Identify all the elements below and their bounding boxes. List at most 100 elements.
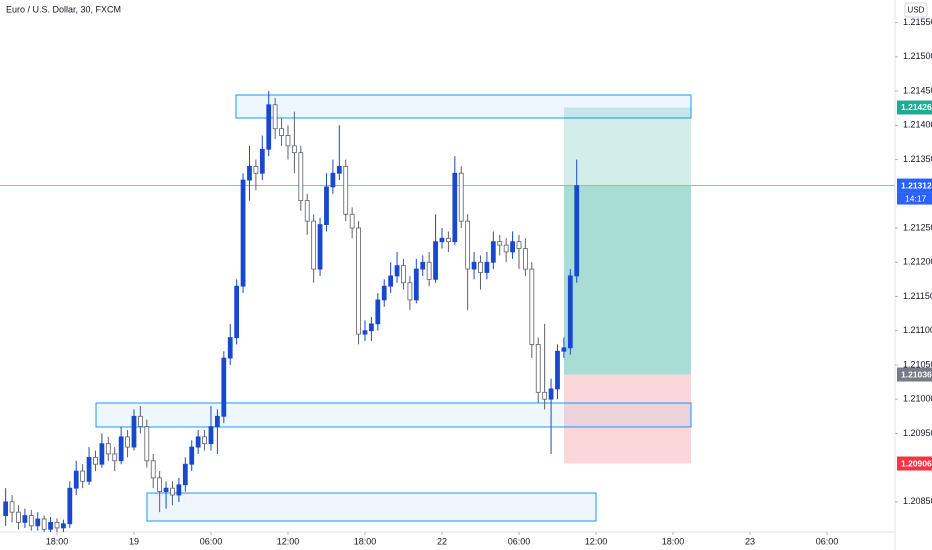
countdown-box [897,192,932,205]
candle-body [567,275,573,349]
candle-body [202,436,207,445]
demand-zone [146,492,597,522]
x-tick-label: 18:00 [46,536,69,546]
supply-zone [235,94,692,119]
currency-label[interactable]: USD [908,6,925,15]
candle-body [131,415,137,448]
candle-body [138,415,143,427]
x-tick-label: 18:00 [354,536,377,546]
y-tick-label: 1.21250 [903,222,932,232]
candle-body [349,213,355,229]
candle-body [41,518,47,530]
x-tick-label: 22 [437,536,447,546]
candle-body [413,268,419,301]
y-tick-label: 1.20950 [903,428,932,438]
candle-body [157,477,163,493]
candle-body [54,522,60,529]
candle-body [311,220,317,270]
y-tick-label: 1.21450 [903,85,932,95]
candle-body [170,487,175,496]
y-tick-label: 1.20850 [903,496,932,506]
candle-body [176,484,182,496]
entry-label: 1.21036 [901,369,932,379]
candle-body [420,261,426,270]
x-tick-label: 12:00 [585,536,608,546]
demand-zone [95,402,692,428]
candle-body [80,470,86,482]
candle-body [465,220,471,270]
candle-body [67,487,73,525]
candle-body [529,268,535,345]
x-tick-label: 19 [129,536,139,546]
candle-body [285,135,291,147]
candle-body [182,463,188,486]
zones [564,107,691,464]
candle-body [195,436,201,448]
y-tick-label: 1.21050 [903,359,932,369]
x-tick-label: 06:00 [508,536,531,546]
candle-body [510,241,515,253]
x-tick-label: 06:00 [200,536,223,546]
candle-body [118,436,124,462]
candle-body [221,357,227,417]
candle-body [73,470,79,489]
candle-body [298,152,304,202]
candle-body [471,261,477,270]
candle-body [503,244,509,253]
y-tick-label: 1.21200 [903,257,932,267]
candle-body [433,241,438,280]
candle-body [516,241,522,249]
candle-body [234,285,240,338]
countdown-label: 14:17 [905,193,927,203]
candle-body [86,456,92,482]
candle-body [490,241,496,263]
candle-body [259,148,265,174]
open-profit-zone [564,185,691,375]
target-label: 1.21426 [901,102,932,112]
candle-body [292,145,297,154]
candle-body [336,165,342,174]
entry-marker [897,367,932,382]
target-marker [897,100,932,115]
candle-body [150,460,156,479]
target-zone [564,107,691,375]
candle-body [394,265,400,277]
candle-body [555,350,560,390]
candle-body [112,453,118,462]
candle-body [388,275,394,287]
candle-body [458,172,464,222]
y-tick-label: 1.21150 [903,291,932,301]
candle-body [317,224,323,270]
candle-body [35,518,41,527]
candle-body [28,515,34,527]
currency-button[interactable] [904,2,928,18]
candle-body [48,522,53,530]
candle-body [105,443,111,455]
candle-body [125,436,130,448]
candle-body [535,343,541,393]
candle-body [542,391,548,400]
candle-body [484,261,490,273]
candle-body [439,237,445,243]
candle-body [381,285,387,301]
candle-body [99,443,105,465]
candle-body [401,265,406,284]
candle-body [247,165,252,181]
candle-body [523,248,528,270]
x-tick-label: 06:00 [816,536,839,546]
candle-body [240,179,246,287]
candle-body [16,511,21,523]
candle-body [426,261,432,280]
x-tick-label: 12:00 [277,536,300,546]
candle-body [266,104,272,150]
candle-body [362,330,368,335]
candle-body [9,501,15,513]
chart-title: Euro / U.S. Dollar, 30, FXCM [6,4,121,14]
candle-body [304,200,310,222]
candle-body [561,347,567,352]
last-price-label: 1.21312 [901,180,932,190]
candle-body [215,415,220,427]
y-tick-label: 1.21100 [903,325,932,335]
candle-body [343,165,349,215]
